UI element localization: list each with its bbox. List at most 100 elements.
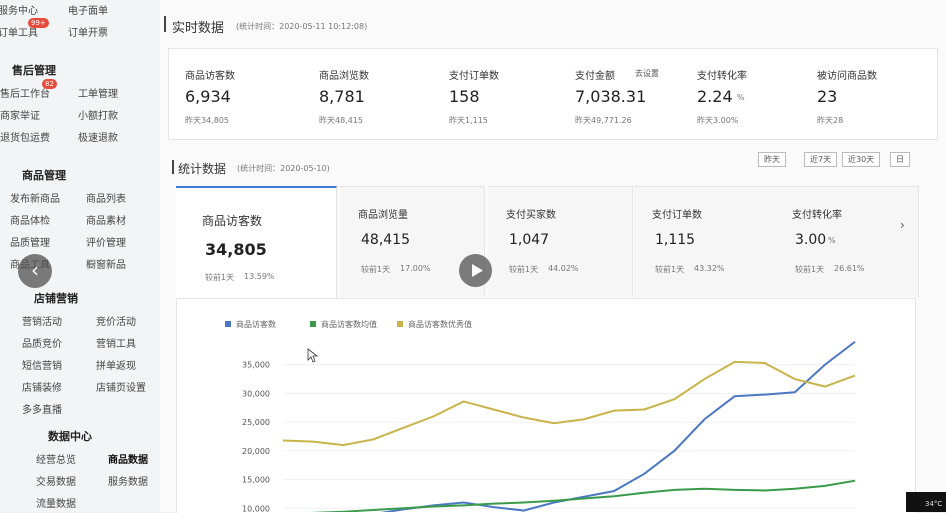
menu-item[interactable]: 商品体检 <box>10 216 50 227</box>
menu-item[interactable]: 拼单返现 <box>96 361 136 372</box>
menu-item[interactable]: 订单工具 <box>0 28 38 39</box>
stat-card[interactable] <box>176 186 337 298</box>
stat-value: 3.00 <box>795 232 827 248</box>
menu-item[interactable]: 店铺装修 <box>22 383 62 394</box>
stat-label: 支付转化率 <box>792 210 842 221</box>
back-button[interactable]: ‹ <box>18 254 52 288</box>
realtime-time: (统计时间：2020-05-11 10:12:08) <box>236 22 368 31</box>
range-button[interactable]: 近30天 <box>842 152 881 167</box>
badge: 99+ <box>28 18 49 28</box>
stat-change: 44.02% <box>548 264 579 273</box>
series-line <box>309 479 856 512</box>
stat-unit: % <box>828 236 836 245</box>
menu-item[interactable]: 店铺页设置 <box>96 383 146 394</box>
y-tick-label: 35,000 <box>242 361 270 370</box>
menu-section[interactable]: 店铺营销 <box>34 292 78 305</box>
metric-label: 商品访客数 <box>185 71 235 82</box>
next-arrow[interactable]: › <box>900 218 905 232</box>
realtime-title: 实时数据 <box>172 21 225 36</box>
stat-label: 商品浏览量 <box>358 210 408 221</box>
stat-value: 34,805 <box>205 240 267 259</box>
menu-item[interactable]: 商家举证 <box>0 111 40 122</box>
legend-swatch <box>225 321 231 327</box>
series-line <box>379 340 856 512</box>
menu-section[interactable]: 商品管理 <box>22 169 66 182</box>
y-tick-label: 20,000 <box>242 447 270 456</box>
sidebar: 服务中心 电子面单 订单工具 99+ 订单开票 售后管理 售后工作台 82 工单管理 商家举证 小额… <box>0 0 160 512</box>
stat-card[interactable] <box>774 186 919 297</box>
menu-item[interactable]: 服务中心 <box>0 6 38 17</box>
menu-item[interactable]: 品质竞价 <box>22 339 62 350</box>
legend-swatch <box>310 321 316 327</box>
metric-unit: % <box>737 93 745 102</box>
menu-item[interactable]: 小额打款 <box>78 111 118 122</box>
legend-label: 商品访客数 <box>236 319 276 329</box>
menu-item[interactable]: 商品列表 <box>86 194 126 205</box>
range-button[interactable]: 昨天 <box>758 152 786 167</box>
legend-swatch <box>397 321 403 327</box>
menu-item[interactable]: 品质管理 <box>10 238 50 249</box>
temperature: 34°C <box>925 500 943 508</box>
menu-item[interactable]: 极速退款 <box>78 133 118 144</box>
menu-item[interactable]: 工单管理 <box>78 89 118 100</box>
menu-section[interactable]: 售后管理 <box>12 64 56 77</box>
menu-section[interactable]: 数据中心 <box>48 430 92 443</box>
stat-change: 17.00% <box>400 264 431 273</box>
range-button[interactable]: 近7天 <box>804 152 838 167</box>
stat-compare: 较前1天 <box>509 265 539 274</box>
metric-value: 8,781 <box>319 87 365 106</box>
stat-compare: 较前1天 <box>655 265 685 274</box>
play-icon <box>472 264 483 277</box>
metric-value: 2.24 <box>697 87 733 106</box>
menu-item[interactable]: 退货包运费 <box>0 133 50 144</box>
menu-item[interactable]: 短信营销 <box>22 361 62 372</box>
menu-item[interactable]: 商品素材 <box>86 216 126 227</box>
stats-time: (统计时间：2020-05-10) <box>237 164 330 173</box>
range-button[interactable]: 日 <box>890 152 910 167</box>
menu-item[interactable]: 服务数据 <box>108 477 148 488</box>
menu-item[interactable]: 流量数据 <box>36 499 76 510</box>
stat-value: 1,115 <box>655 232 696 248</box>
menu-item[interactable]: 营销活动 <box>22 317 62 328</box>
menu-item[interactable]: 商品数据 <box>108 455 148 466</box>
stat-label: 支付买家数 <box>506 210 556 221</box>
y-tick-label: 30,000 <box>242 389 270 398</box>
stat-compare: 较前1天 <box>795 265 825 274</box>
metric-label: 商品浏览数 <box>319 71 369 82</box>
menu-item[interactable]: 橱窗新品 <box>86 260 126 271</box>
menu-item[interactable]: 经营总览 <box>36 455 76 466</box>
menu-item[interactable]: 发布新商品 <box>10 194 60 205</box>
stat-compare: 较前1天 <box>205 273 235 282</box>
stat-value: 48,415 <box>361 232 410 248</box>
metric-label: 支付金额 <box>575 71 615 82</box>
stat-card[interactable] <box>488 186 633 297</box>
metric-label: 被访问商品数 <box>817 71 877 82</box>
series-line <box>282 360 856 447</box>
stat-label: 商品访客数 <box>202 214 263 228</box>
play-button[interactable] <box>459 254 492 287</box>
metric-value: 7,038.31 <box>575 87 647 106</box>
cursor <box>307 348 319 363</box>
setting-link[interactable]: 去设置 <box>635 69 659 78</box>
metric-previous: 昨天28 <box>817 116 844 125</box>
stat-value: 1,047 <box>509 232 550 248</box>
stat-compare: 较前1天 <box>361 265 391 274</box>
metric-previous: 昨天34,805 <box>185 116 229 125</box>
y-tick-label: 25,000 <box>242 418 270 427</box>
menu-item[interactable]: 竞价活动 <box>96 317 136 328</box>
menu-item[interactable]: 多多直播 <box>22 405 62 416</box>
stat-label: 支付订单数 <box>652 210 702 221</box>
menu-item[interactable]: 交易数据 <box>36 477 76 488</box>
stat-change: 26.61% <box>834 264 865 273</box>
stats-title: 统计数据 <box>178 162 227 176</box>
stat-change: 13.59% <box>244 272 275 281</box>
menu-item[interactable]: 营销工具 <box>96 339 136 350</box>
chart: 10,000 15,000 20,000 25,000 30,000 35,000 商品访客… <box>225 319 856 512</box>
menu-item[interactable]: 电子面单 <box>68 6 108 17</box>
metric-previous: 昨天1,115 <box>449 116 488 125</box>
menu-item[interactable]: 评价管理 <box>86 238 126 249</box>
menu-item[interactable]: 售后工作台 <box>0 89 50 100</box>
menu-item[interactable]: 订单开票 <box>68 28 108 39</box>
metric-label: 支付转化率 <box>697 71 747 82</box>
taskbar <box>906 492 946 512</box>
